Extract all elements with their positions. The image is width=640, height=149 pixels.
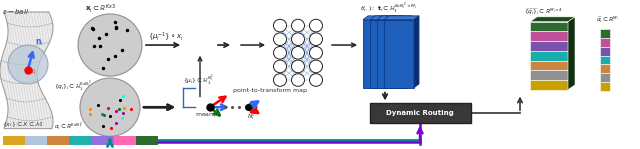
Polygon shape <box>600 56 610 65</box>
Text: $\{q_i\}_i\subset\mathbb{H}_1^{KxN_i^C}$: $\{q_i\}_i\subset\mathbb{H}_1^{KxN_i^C}$ <box>54 80 92 94</box>
Polygon shape <box>600 65 610 73</box>
Circle shape <box>273 33 287 45</box>
Polygon shape <box>600 47 610 56</box>
Polygon shape <box>530 80 568 90</box>
Polygon shape <box>25 136 47 145</box>
Polygon shape <box>370 20 400 88</box>
Text: $t(.):$ $\mathbf{t}_i\subset\mathbb{H}_1^{KxN_i^C\times M_i}$: $t(.):$ $\mathbf{t}_i\subset\mathbb{H}_1… <box>360 1 417 15</box>
Text: $N_i^C$: $N_i^C$ <box>247 111 257 122</box>
Circle shape <box>291 19 305 32</box>
Text: $\mathbf{x}_i\subset\mathbb{R}^{Kx3}$: $\mathbf{x}_i\subset\mathbb{R}^{Kx3}$ <box>85 2 116 15</box>
Polygon shape <box>600 82 610 91</box>
Polygon shape <box>600 73 610 82</box>
Polygon shape <box>530 70 568 80</box>
Polygon shape <box>407 16 412 88</box>
Polygon shape <box>530 41 568 51</box>
Polygon shape <box>47 136 69 145</box>
Text: $x_i$: $x_i$ <box>29 68 36 77</box>
Polygon shape <box>530 17 575 22</box>
Polygon shape <box>363 16 398 20</box>
Text: mean($\cdot$): mean($\cdot$) <box>195 110 221 119</box>
Polygon shape <box>0 12 53 129</box>
Text: $\epsilon-ball$: $\epsilon-ball$ <box>2 7 29 16</box>
Circle shape <box>78 14 142 76</box>
FancyBboxPatch shape <box>369 103 470 123</box>
Circle shape <box>291 46 305 59</box>
Polygon shape <box>530 61 568 70</box>
Text: $\widehat{\{q_i\}}_i\subset\mathbb{R}^{M_i\times 4}$: $\widehat{\{q_i\}}_i\subset\mathbb{R}^{M… <box>524 6 563 17</box>
Text: $\alpha_i\subset\mathbb{R}^{KxN_i^C}$: $\alpha_i\subset\mathbb{R}^{KxN_i^C}$ <box>54 120 83 132</box>
Circle shape <box>310 19 323 32</box>
Text: $\{x_i\}\subset X\subset\mathcal{M}$: $\{x_i\}\subset X\subset\mathcal{M}$ <box>2 119 44 129</box>
Text: Dynamic Routing: Dynamic Routing <box>386 110 454 116</box>
Text: $\{\mu_i^{-1}\}\circ x_i$: $\{\mu_i^{-1}\}\circ x_i$ <box>148 30 184 44</box>
Circle shape <box>291 74 305 86</box>
Polygon shape <box>136 136 158 145</box>
Polygon shape <box>393 16 398 88</box>
Text: $\{\mu_i\}\subset\mathbb{H}_1^{N_i^C}$: $\{\mu_i\}\subset\mathbb{H}_1^{N_i^C}$ <box>183 74 215 89</box>
Polygon shape <box>377 16 412 20</box>
Polygon shape <box>114 136 136 145</box>
Circle shape <box>273 46 287 59</box>
Polygon shape <box>92 136 114 145</box>
Circle shape <box>273 74 287 86</box>
Circle shape <box>310 33 323 45</box>
Circle shape <box>273 19 287 32</box>
Polygon shape <box>3 136 25 145</box>
Polygon shape <box>530 51 568 61</box>
Text: point-to-transform map: point-to-transform map <box>233 88 307 93</box>
Polygon shape <box>400 16 405 88</box>
Circle shape <box>310 74 323 86</box>
Circle shape <box>291 33 305 45</box>
Polygon shape <box>377 20 407 88</box>
Polygon shape <box>384 16 419 20</box>
Polygon shape <box>363 20 393 88</box>
Circle shape <box>80 78 140 136</box>
Circle shape <box>273 60 287 73</box>
Polygon shape <box>384 20 414 88</box>
Circle shape <box>310 46 323 59</box>
Polygon shape <box>69 136 92 145</box>
Text: $\widehat{\alpha}_i\subset\mathbb{R}^{M_i}$: $\widehat{\alpha}_i\subset\mathbb{R}^{M_… <box>596 15 619 25</box>
Polygon shape <box>600 30 610 38</box>
Circle shape <box>8 45 48 84</box>
Polygon shape <box>600 38 610 47</box>
Polygon shape <box>530 22 568 31</box>
Circle shape <box>291 60 305 73</box>
Polygon shape <box>370 16 405 20</box>
Polygon shape <box>414 16 419 88</box>
Polygon shape <box>568 17 575 90</box>
Circle shape <box>310 60 323 73</box>
Text: $\mathbf{n}_i$: $\mathbf{n}_i$ <box>35 37 44 48</box>
Polygon shape <box>530 31 568 41</box>
